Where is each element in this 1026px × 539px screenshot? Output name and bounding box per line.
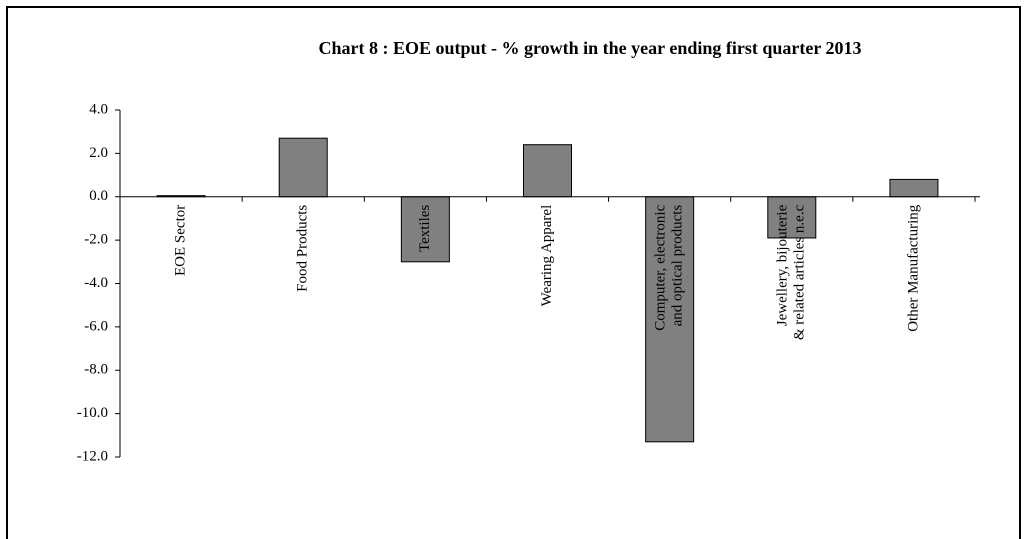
x-tick-label: EOE Sector <box>173 205 189 276</box>
x-tick-label: Food Products <box>295 205 311 292</box>
x-tick-label: Wearing Apparel <box>539 205 555 307</box>
y-tick-label: -8.0 <box>84 362 108 378</box>
chart-title: Chart 8 : EOE output - % growth in the y… <box>318 38 861 58</box>
x-tick-label: & related articles n.e.c <box>792 204 808 340</box>
y-tick-label: 0.0 <box>89 188 108 204</box>
bar <box>889 178 939 198</box>
bar <box>645 196 695 443</box>
y-tick-label: -12.0 <box>77 448 108 464</box>
y-tick-label: 2.0 <box>89 145 108 161</box>
y-tick-label: -4.0 <box>84 275 108 291</box>
y-tick-label: -2.0 <box>84 232 108 248</box>
y-tick-label: 4.0 <box>89 101 108 117</box>
bar <box>523 144 572 198</box>
x-tick-label: Textiles <box>417 205 433 252</box>
x-tick-label: Computer, electronic <box>653 204 669 330</box>
x-tick-label: Other Manufacturing <box>905 204 921 332</box>
bar <box>767 196 817 239</box>
chart-frame <box>6 6 1021 539</box>
bar <box>400 196 450 263</box>
bar <box>278 137 328 198</box>
x-tick-label: and optical products <box>670 205 686 327</box>
y-tick-label: -10.0 <box>77 405 108 421</box>
y-tick-label: -6.0 <box>84 318 108 334</box>
x-tick-label: Jewellery, bijouterie <box>775 204 791 326</box>
